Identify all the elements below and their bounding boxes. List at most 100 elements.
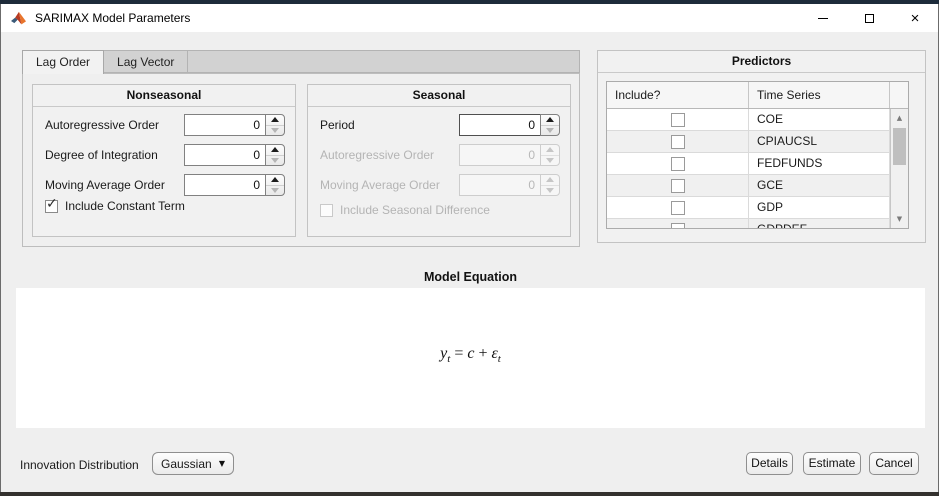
spin-down-button: [541, 156, 559, 166]
autoregressive-order-row: Autoregressive Order 0: [45, 114, 285, 136]
spin-up-icon: [546, 117, 554, 123]
table-row[interactable]: COE: [607, 109, 908, 131]
matlab-logo-icon: [11, 11, 26, 24]
spin-down-button[interactable]: [266, 156, 284, 166]
table-row[interactable]: GDPDEF: [607, 219, 908, 228]
scroll-up-icon[interactable]: ▲: [896, 114, 903, 122]
spin-up-icon: [271, 117, 279, 123]
include-cell: [607, 197, 749, 218]
include-checkbox[interactable]: [670, 178, 685, 193]
spin-down-button[interactable]: [541, 126, 559, 136]
include-cell: [607, 131, 749, 152]
include-constant-term-checkbox[interactable]: ✓: [45, 196, 58, 213]
spin-up-button[interactable]: [541, 115, 559, 126]
include-cell: [607, 175, 749, 196]
maximize-icon: [864, 13, 874, 23]
equation-plus: +: [478, 345, 488, 362]
spin-down-icon: [546, 157, 554, 163]
period-spinner: 0: [459, 114, 560, 136]
period-spin-buttons: [540, 114, 560, 136]
close-icon: ×: [910, 9, 920, 27]
nonseasonal-group-title: Nonseasonal: [33, 85, 295, 107]
seasonal-autoregressive-order-spin-buttons: [540, 144, 560, 166]
include-checkbox[interactable]: [670, 112, 685, 127]
autoregressive-order-spinner: 0: [184, 114, 285, 136]
scrollbar-thumb[interactable]: [893, 128, 906, 165]
include-seasonal-difference-checkbox: [320, 203, 333, 217]
checkmark-icon: ✓: [46, 195, 58, 212]
degree-of-integration-input[interactable]: 0: [184, 144, 266, 166]
tab-lag-vector[interactable]: Lag Vector: [104, 50, 189, 73]
table-row[interactable]: FEDFUNDS: [607, 153, 908, 175]
predictors-table-header: Include? Time Series: [607, 82, 908, 109]
include-checkbox[interactable]: [670, 134, 685, 149]
include-checkbox[interactable]: [670, 156, 685, 171]
spin-up-button[interactable]: [266, 145, 284, 156]
autoregressive-order-input[interactable]: 0: [184, 114, 266, 136]
degree-of-integration-label: Degree of Integration: [45, 148, 158, 162]
estimate-button[interactable]: Estimate: [803, 452, 861, 475]
predictors-table: Include? Time Series COE CPIAUCSL FEDFUN…: [606, 81, 909, 229]
seasonal-autoregressive-order-spinner: 0: [459, 144, 560, 166]
tab-lag-order[interactable]: Lag Order: [22, 50, 105, 74]
include-cell: [607, 109, 749, 130]
equation-sub-t: t: [497, 353, 501, 366]
period-input[interactable]: 0: [459, 114, 541, 136]
table-row[interactable]: CPIAUCSL: [607, 131, 908, 153]
minimize-button[interactable]: [800, 4, 846, 32]
time-series-cell: COE: [749, 109, 890, 130]
column-header-include: Include?: [607, 82, 749, 108]
time-series-cell: CPIAUCSL: [749, 131, 890, 152]
seasonal-autoregressive-order-row: Autoregressive Order 0: [320, 144, 560, 166]
lag-order-tab-panel: Nonseasonal Autoregressive Order 0 Degre…: [22, 73, 580, 247]
spin-up-button: [541, 175, 559, 186]
window-frame-top: [0, 0, 939, 4]
equation-term-epsilon: ε: [491, 345, 498, 362]
moving-average-order-spin-buttons: [265, 174, 285, 196]
include-cell: [607, 219, 749, 228]
predictors-group-title: Predictors: [598, 51, 925, 73]
predictors-scrollbar[interactable]: ▲ ▼: [890, 109, 908, 228]
spin-up-button[interactable]: [266, 115, 284, 126]
equation-term-y: y: [440, 345, 448, 362]
include-checkbox[interactable]: [670, 222, 685, 228]
moving-average-order-row: Moving Average Order 0: [45, 174, 285, 196]
seasonal-autoregressive-order-label: Autoregressive Order: [320, 148, 435, 162]
innovation-distribution-value: Gaussian: [161, 456, 212, 471]
time-series-cell: GCE: [749, 175, 890, 196]
moving-average-order-label: Moving Average Order: [45, 178, 165, 192]
time-series-cell: FEDFUNDS: [749, 153, 890, 174]
include-checkbox[interactable]: [670, 200, 685, 215]
spin-up-icon: [546, 177, 554, 183]
degree-of-integration-spinner: 0: [184, 144, 285, 166]
table-row[interactable]: GDP: [607, 197, 908, 219]
close-button[interactable]: ×: [892, 4, 938, 32]
seasonal-autoregressive-order-input: 0: [459, 144, 541, 166]
spin-down-icon: [271, 157, 279, 163]
column-header-time-series: Time Series: [749, 82, 890, 108]
cancel-button[interactable]: Cancel: [869, 452, 919, 475]
seasonal-moving-average-order-label: Moving Average Order: [320, 178, 440, 192]
spin-down-icon: [546, 127, 554, 133]
table-row[interactable]: GCE: [607, 175, 908, 197]
spin-down-button: [541, 186, 559, 196]
equation-term-c: c: [467, 345, 475, 362]
seasonal-group: Seasonal Period 0 Autoregressive Order 0: [307, 84, 571, 237]
spin-up-icon: [271, 147, 279, 153]
tab-strip: Lag Order Lag Vector: [22, 50, 580, 74]
moving-average-order-input[interactable]: 0: [184, 174, 266, 196]
period-label: Period: [320, 118, 355, 132]
degree-of-integration-row: Degree of Integration 0: [45, 144, 285, 166]
time-series-cell: GDP: [749, 197, 890, 218]
include-seasonal-difference-row: Include Seasonal Difference: [320, 203, 490, 217]
spin-down-button[interactable]: [266, 126, 284, 136]
model-equation-formula: yt = c + εt: [16, 345, 925, 365]
spin-down-button[interactable]: [266, 186, 284, 196]
scroll-down-icon[interactable]: ▼: [896, 215, 903, 223]
innovation-distribution-dropdown[interactable]: Gaussian ▼: [152, 452, 234, 475]
seasonal-moving-average-order-spinner: 0: [459, 174, 560, 196]
equation-equals: =: [454, 345, 464, 362]
spin-up-button[interactable]: [266, 175, 284, 186]
details-button[interactable]: Details: [746, 452, 793, 475]
maximize-button[interactable]: [846, 4, 892, 32]
